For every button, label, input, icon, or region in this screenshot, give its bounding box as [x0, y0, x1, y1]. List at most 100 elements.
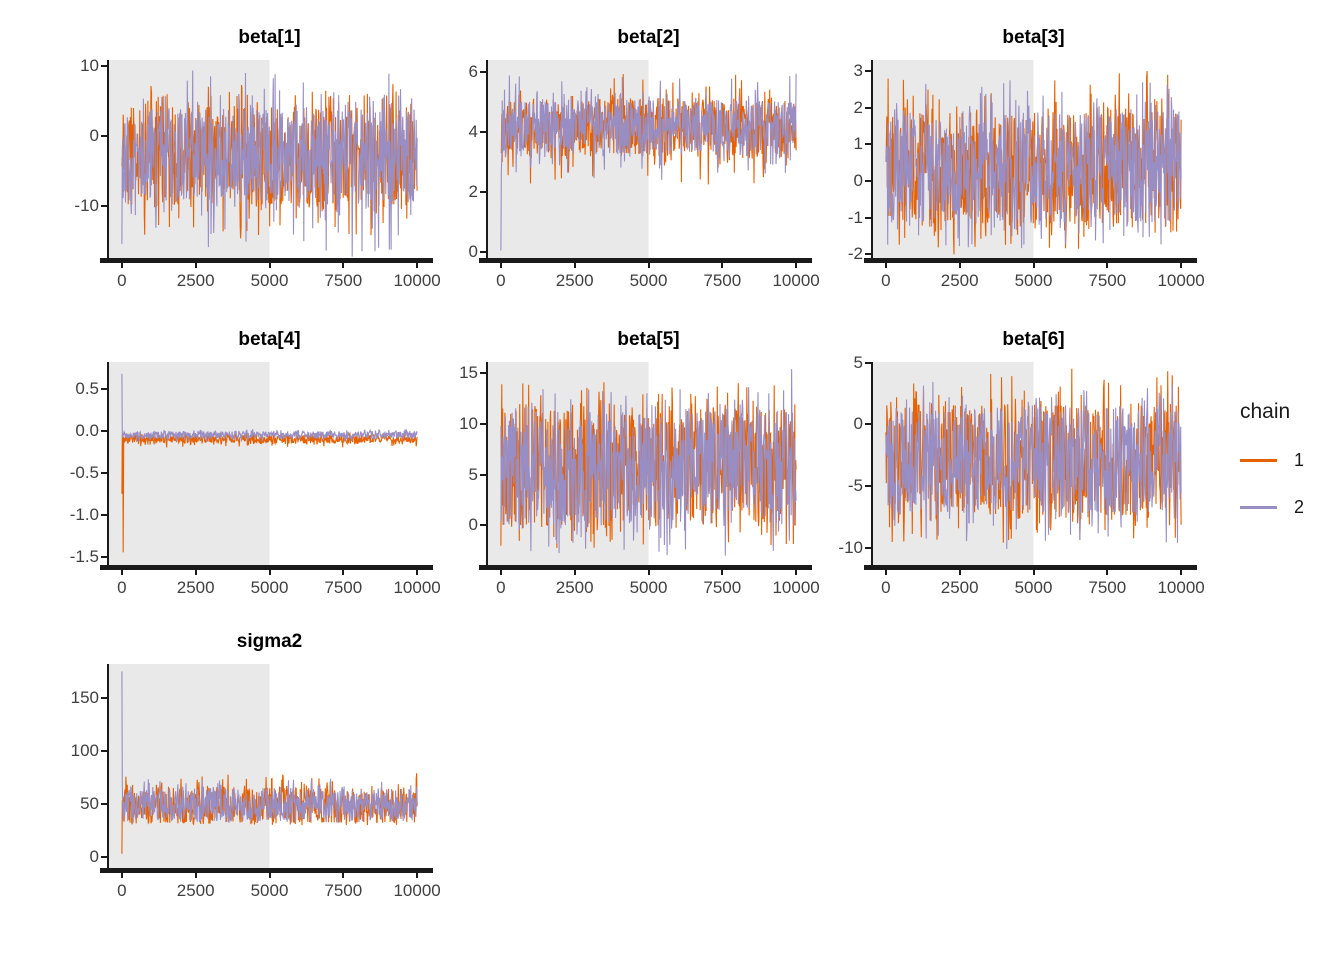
facet-title-beta-4: beta[4] [238, 329, 301, 350]
y-tick-0-beta-2 [480, 251, 486, 253]
x-tick-2500-beta-3 [958, 263, 961, 268]
legend-line-chain-2-icon [1240, 505, 1277, 509]
warmup-region-beta-4 [108, 362, 270, 565]
x-tick-label-7500-beta-3: 7500 [1088, 271, 1127, 290]
x-tick-label-0-beta-6: 0 [881, 578, 891, 597]
x-tick-7500-beta-4 [342, 570, 345, 575]
x-tick-label-2500-beta-6: 2500 [940, 578, 979, 597]
x-tick-label-2500-beta-3: 2500 [940, 271, 979, 290]
y-tick-150-sigma2 [101, 696, 107, 699]
x-tick-label-7500-sigma2: 7500 [324, 881, 363, 900]
x-tick-label-0-beta-3: 0 [881, 271, 891, 290]
y-tick-0-beta-6 [865, 423, 871, 426]
y-tick-label-0-beta-1: 0 [89, 126, 99, 146]
x-tick-label-10000-beta-3: 10000 [1157, 271, 1205, 290]
x-tick-10000-beta-3 [1180, 263, 1183, 268]
y-axis-line-beta-5 [486, 362, 488, 565]
y-tick-label-0-beta-2: 0 [468, 242, 478, 261]
y-tick-0-beta-1 [101, 135, 107, 138]
x-tick-label-2500-beta-5: 2500 [555, 578, 594, 597]
y-tick-label-4-beta-2: 4 [468, 122, 478, 141]
x-tick-label-10000-beta-1: 10000 [393, 271, 441, 290]
y-tick-label--10-beta-1: -10 [74, 196, 99, 216]
x-tick-label-0-beta-5: 0 [496, 578, 506, 597]
x-tick-label-0-sigma2: 0 [117, 881, 127, 900]
x-tick-7500-beta-5 [721, 570, 724, 575]
trace-chain-2-beta-3 [885, 80, 1182, 249]
x-tick-10000-beta-6 [1180, 570, 1183, 575]
x-tick-5000-beta-2 [647, 263, 650, 268]
y-tick-label-2-beta-3: 2 [853, 97, 863, 117]
facet-title-beta-3: beta[3] [1002, 27, 1065, 48]
legend-item-chain-1: 1 [1240, 448, 1304, 472]
y-tick-label-1-beta-3: 1 [853, 134, 863, 154]
x-tick-7500-beta-6 [1106, 570, 1109, 575]
y-tick-10-beta-5 [480, 422, 486, 425]
y-tick-label-10-beta-5: 10 [459, 413, 478, 433]
x-axis-line-beta-3 [864, 258, 1197, 263]
x-tick-0-sigma2 [120, 873, 123, 878]
y-tick-label-100-sigma2: 100 [70, 740, 99, 760]
y-tick-label-2-beta-2: 2 [468, 182, 478, 201]
y-tick-label-5-beta-5: 5 [468, 464, 478, 484]
y-tick-label-0-sigma2: 0 [89, 846, 99, 866]
legend-label-chain-2: 2 [1294, 496, 1305, 517]
x-tick-label-5000-beta-2: 5000 [629, 271, 668, 290]
y-axis-line-beta-1 [107, 60, 109, 258]
x-tick-10000-beta-1 [416, 263, 419, 268]
panel-beta-1 [108, 60, 418, 258]
y-tick-50-sigma2 [101, 802, 107, 805]
y-tick-label-150-sigma2: 150 [70, 687, 99, 707]
trace-chain-2-sigma2 [121, 671, 418, 823]
x-tick-label-0-beta-1: 0 [117, 271, 127, 290]
y-tick-10-beta-1 [101, 65, 107, 68]
y-tick--1.5-beta-4 [101, 555, 107, 558]
trace-chain-2-beta-4 [121, 373, 418, 442]
x-tick-label-10000-beta-6: 10000 [1157, 578, 1205, 597]
x-tick-7500-beta-3 [1106, 263, 1109, 268]
y-tick-4-beta-2 [480, 131, 486, 133]
x-tick-label-5000-beta-5: 5000 [629, 578, 668, 597]
y-tick-0.5-beta-4 [101, 387, 107, 390]
y-axis-line-sigma2 [107, 664, 109, 868]
y-tick-label-0.0-beta-4: 0.0 [75, 420, 99, 440]
y-tick-label-5-beta-6: 5 [853, 352, 863, 372]
x-tick-label-7500-beta-4: 7500 [324, 578, 363, 597]
x-tick-label-7500-beta-6: 7500 [1088, 578, 1127, 597]
panel-beta-5 [487, 362, 797, 565]
x-tick-7500-beta-1 [342, 263, 345, 268]
trace-chain-1-beta-4 [121, 431, 418, 553]
y-tick-label-0-beta-3: 0 [853, 171, 863, 190]
y-axis-line-beta-4 [107, 362, 109, 565]
y-tick-label-50-sigma2: 50 [80, 793, 99, 813]
x-tick-0-beta-5 [499, 570, 502, 575]
x-tick-label-0-beta-2: 0 [496, 271, 506, 290]
y-tick-label--10-beta-6: -10 [838, 537, 863, 557]
x-tick-label-2500-beta-2: 2500 [555, 271, 594, 290]
x-tick-label-2500-beta-1: 2500 [176, 271, 215, 290]
warmup-region-sigma2 [108, 664, 270, 868]
y-tick--5-beta-6 [865, 485, 871, 488]
x-tick-label-5000-sigma2: 5000 [250, 881, 289, 900]
x-tick-label-2500-beta-4: 2500 [176, 578, 215, 597]
x-tick-2500-beta-1 [194, 263, 197, 268]
y-tick--10-beta-1 [101, 205, 107, 208]
x-tick-2500-beta-6 [958, 570, 961, 575]
facet-title-beta-5: beta[5] [617, 329, 680, 350]
x-tick-label-5000-beta-3: 5000 [1014, 271, 1053, 290]
panel-beta-2 [487, 60, 797, 258]
y-tick-label-0.5-beta-4: 0.5 [75, 378, 99, 398]
x-tick-0-beta-6 [884, 570, 887, 575]
trace-chain-2-beta-2 [500, 73, 797, 251]
x-tick-10000-beta-2 [795, 263, 798, 268]
facet-title-beta-1: beta[1] [238, 27, 301, 48]
x-tick-5000-beta-4 [268, 570, 271, 575]
x-axis-line-beta-5 [479, 565, 812, 570]
facet-title-beta-2: beta[2] [617, 27, 680, 48]
trace-chain-2-beta-5 [500, 369, 797, 556]
x-tick-0-beta-3 [884, 263, 887, 268]
x-tick-5000-beta-1 [268, 263, 271, 268]
x-axis-line-sigma2 [100, 868, 433, 873]
x-tick-0-beta-2 [499, 263, 502, 268]
